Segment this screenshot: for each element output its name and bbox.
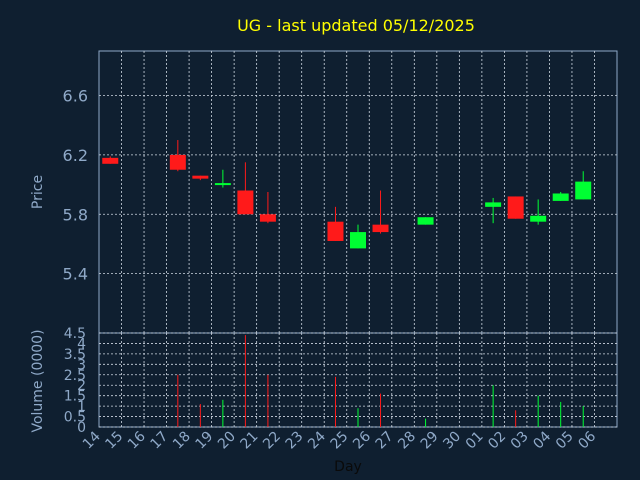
volume-y-tick-label: 0 bbox=[77, 420, 86, 436]
volume-y-tick-label: 2 bbox=[77, 378, 86, 394]
volume-panel: 00.511.522.533.544.5 Volume (0000) bbox=[30, 326, 618, 436]
candle-body bbox=[552, 193, 569, 201]
price-y-ticks: 5.4 5.8 6.2 6.6 bbox=[63, 87, 88, 284]
price-y-tick-label: 5.8 bbox=[63, 205, 88, 224]
candle-body bbox=[192, 175, 209, 179]
volume-y-ticks: 00.511.522.533.544.5 bbox=[64, 326, 86, 436]
candle-body bbox=[102, 157, 119, 164]
volume-bars bbox=[177, 335, 584, 427]
candle-body bbox=[237, 190, 254, 215]
price-grid bbox=[99, 51, 617, 333]
volume-axis-title: Volume (0000) bbox=[30, 329, 46, 432]
candle-body bbox=[372, 224, 389, 233]
volume-y-tick-label: 3.5 bbox=[64, 347, 86, 363]
price-y-tick-label: 5.4 bbox=[63, 265, 88, 284]
price-y-tick-label: 6.2 bbox=[63, 146, 88, 165]
candle-body bbox=[530, 215, 547, 222]
candle-body bbox=[575, 181, 592, 200]
volume-y-tick-label: 3 bbox=[77, 357, 86, 373]
volume-y-tick-label: 1 bbox=[77, 399, 86, 415]
candle-body bbox=[214, 183, 231, 186]
price-y-tick-label: 6.6 bbox=[63, 87, 88, 106]
candle-body bbox=[417, 217, 434, 225]
volume-y-tick-label: 0.5 bbox=[64, 410, 86, 426]
volume-y-tick-label: 2.5 bbox=[64, 368, 86, 384]
candle-body bbox=[485, 202, 502, 207]
candle-body bbox=[259, 214, 276, 222]
candle-body bbox=[350, 232, 366, 249]
price-axis-title: Price bbox=[30, 175, 46, 209]
x-axis-ticks: 1415161718192021222324252627282930010203… bbox=[80, 428, 599, 452]
candle-body bbox=[327, 221, 344, 241]
volume-y-tick-label: 1.5 bbox=[64, 389, 86, 405]
chart-title: UG - last updated 05/12/2025 bbox=[237, 16, 475, 35]
price-candles bbox=[102, 140, 592, 249]
candle-body bbox=[507, 196, 524, 219]
candle-body bbox=[169, 154, 186, 170]
price-panel: 5.4 5.8 6.2 6.6 Price bbox=[30, 50, 618, 334]
volume-y-tick-label: 4 bbox=[77, 336, 86, 352]
x-axis-title: Day bbox=[334, 459, 362, 475]
volume-y-tick-label: 4.5 bbox=[64, 326, 86, 342]
